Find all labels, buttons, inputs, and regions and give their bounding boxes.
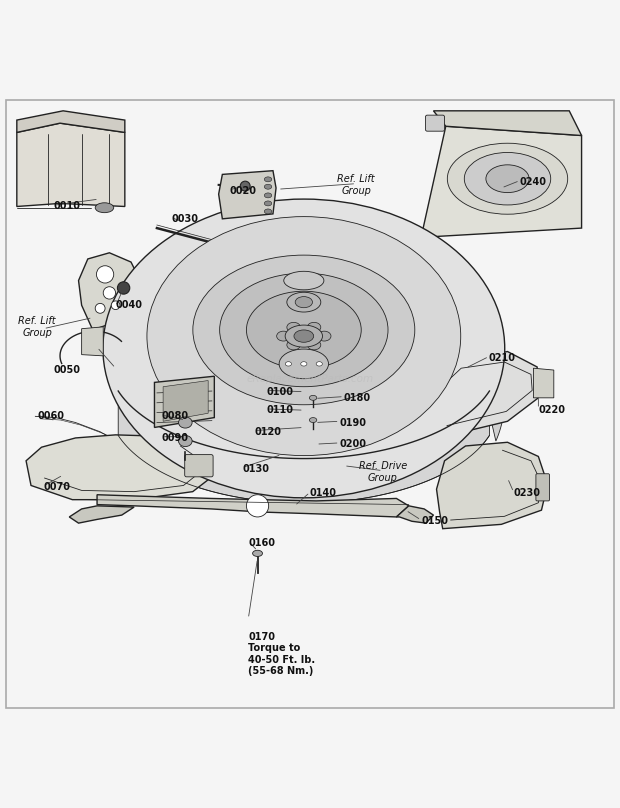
Polygon shape xyxy=(17,111,125,133)
Polygon shape xyxy=(487,321,505,441)
Polygon shape xyxy=(79,253,143,330)
Polygon shape xyxy=(26,435,215,499)
Circle shape xyxy=(246,494,268,517)
Text: 0240: 0240 xyxy=(520,177,547,187)
Ellipse shape xyxy=(309,395,317,400)
Text: 0020: 0020 xyxy=(230,186,257,196)
FancyBboxPatch shape xyxy=(185,455,213,477)
Text: 0090: 0090 xyxy=(162,433,189,443)
Ellipse shape xyxy=(246,291,361,368)
Circle shape xyxy=(111,301,120,309)
Ellipse shape xyxy=(287,292,321,312)
Circle shape xyxy=(241,181,250,191)
Text: 0130: 0130 xyxy=(242,464,269,473)
Text: 0070: 0070 xyxy=(43,482,70,492)
Text: 0030: 0030 xyxy=(171,214,198,224)
Polygon shape xyxy=(154,377,215,427)
Text: 0010: 0010 xyxy=(54,201,81,212)
Text: 0120: 0120 xyxy=(254,427,281,437)
Text: 0170
Torque to
40-50 Ft. lb.
(55-68 Nm.): 0170 Torque to 40-50 Ft. lb. (55-68 Nm.) xyxy=(248,632,316,676)
Text: 0190: 0190 xyxy=(340,418,366,427)
Ellipse shape xyxy=(193,255,415,405)
Text: Ref. Lift
Group: Ref. Lift Group xyxy=(337,174,375,196)
Ellipse shape xyxy=(309,418,317,423)
Ellipse shape xyxy=(448,143,568,214)
Polygon shape xyxy=(433,111,582,136)
Ellipse shape xyxy=(252,550,262,557)
Ellipse shape xyxy=(264,201,272,206)
Polygon shape xyxy=(533,368,554,398)
Text: Ref. Drive
Group: Ref. Drive Group xyxy=(359,461,407,482)
Circle shape xyxy=(97,266,113,283)
Circle shape xyxy=(104,287,115,299)
Text: 0200: 0200 xyxy=(340,439,366,449)
Ellipse shape xyxy=(109,306,146,335)
Ellipse shape xyxy=(95,203,113,213)
Text: 0050: 0050 xyxy=(54,365,81,375)
Text: Ref. Lift
Group: Ref. Lift Group xyxy=(19,316,56,338)
Ellipse shape xyxy=(279,349,329,379)
Ellipse shape xyxy=(219,273,388,387)
Text: 0150: 0150 xyxy=(421,516,448,526)
Polygon shape xyxy=(118,391,489,503)
Ellipse shape xyxy=(179,417,192,428)
Ellipse shape xyxy=(316,362,322,366)
Text: 0060: 0060 xyxy=(37,411,64,421)
Ellipse shape xyxy=(308,340,321,350)
Ellipse shape xyxy=(264,193,272,198)
FancyBboxPatch shape xyxy=(536,473,549,501)
Text: 0180: 0180 xyxy=(344,393,371,403)
Ellipse shape xyxy=(301,362,307,366)
Ellipse shape xyxy=(264,209,272,214)
Polygon shape xyxy=(17,123,125,207)
Polygon shape xyxy=(396,506,433,523)
Ellipse shape xyxy=(179,436,192,447)
Ellipse shape xyxy=(486,165,529,192)
Polygon shape xyxy=(421,126,582,238)
Ellipse shape xyxy=(147,217,461,456)
FancyBboxPatch shape xyxy=(425,115,445,131)
Text: 0110: 0110 xyxy=(267,405,294,415)
Circle shape xyxy=(95,303,105,314)
Ellipse shape xyxy=(277,331,290,341)
Text: 0100: 0100 xyxy=(267,387,294,397)
Ellipse shape xyxy=(284,271,324,290)
Ellipse shape xyxy=(295,297,312,308)
Ellipse shape xyxy=(287,322,301,332)
Ellipse shape xyxy=(264,184,272,189)
Text: 0230: 0230 xyxy=(514,489,541,499)
Text: 0160: 0160 xyxy=(248,538,275,548)
Ellipse shape xyxy=(294,330,314,343)
Ellipse shape xyxy=(287,340,301,350)
Text: eReplacementParts.com: eReplacementParts.com xyxy=(246,374,374,385)
Text: 0210: 0210 xyxy=(489,353,516,363)
Polygon shape xyxy=(440,351,538,436)
Ellipse shape xyxy=(285,362,291,366)
Ellipse shape xyxy=(464,153,551,205)
Text: 0140: 0140 xyxy=(310,489,337,499)
Polygon shape xyxy=(436,442,547,528)
Text: 0220: 0220 xyxy=(538,405,565,415)
Ellipse shape xyxy=(317,331,331,341)
Text: 0040: 0040 xyxy=(115,301,143,310)
Text: 0080: 0080 xyxy=(162,411,189,421)
Ellipse shape xyxy=(308,322,321,332)
Polygon shape xyxy=(82,327,104,356)
Ellipse shape xyxy=(264,177,272,182)
Polygon shape xyxy=(97,494,409,517)
Polygon shape xyxy=(69,506,134,523)
Polygon shape xyxy=(163,381,208,421)
Ellipse shape xyxy=(103,199,505,498)
Circle shape xyxy=(117,282,130,294)
Polygon shape xyxy=(219,170,276,219)
Ellipse shape xyxy=(285,325,322,347)
